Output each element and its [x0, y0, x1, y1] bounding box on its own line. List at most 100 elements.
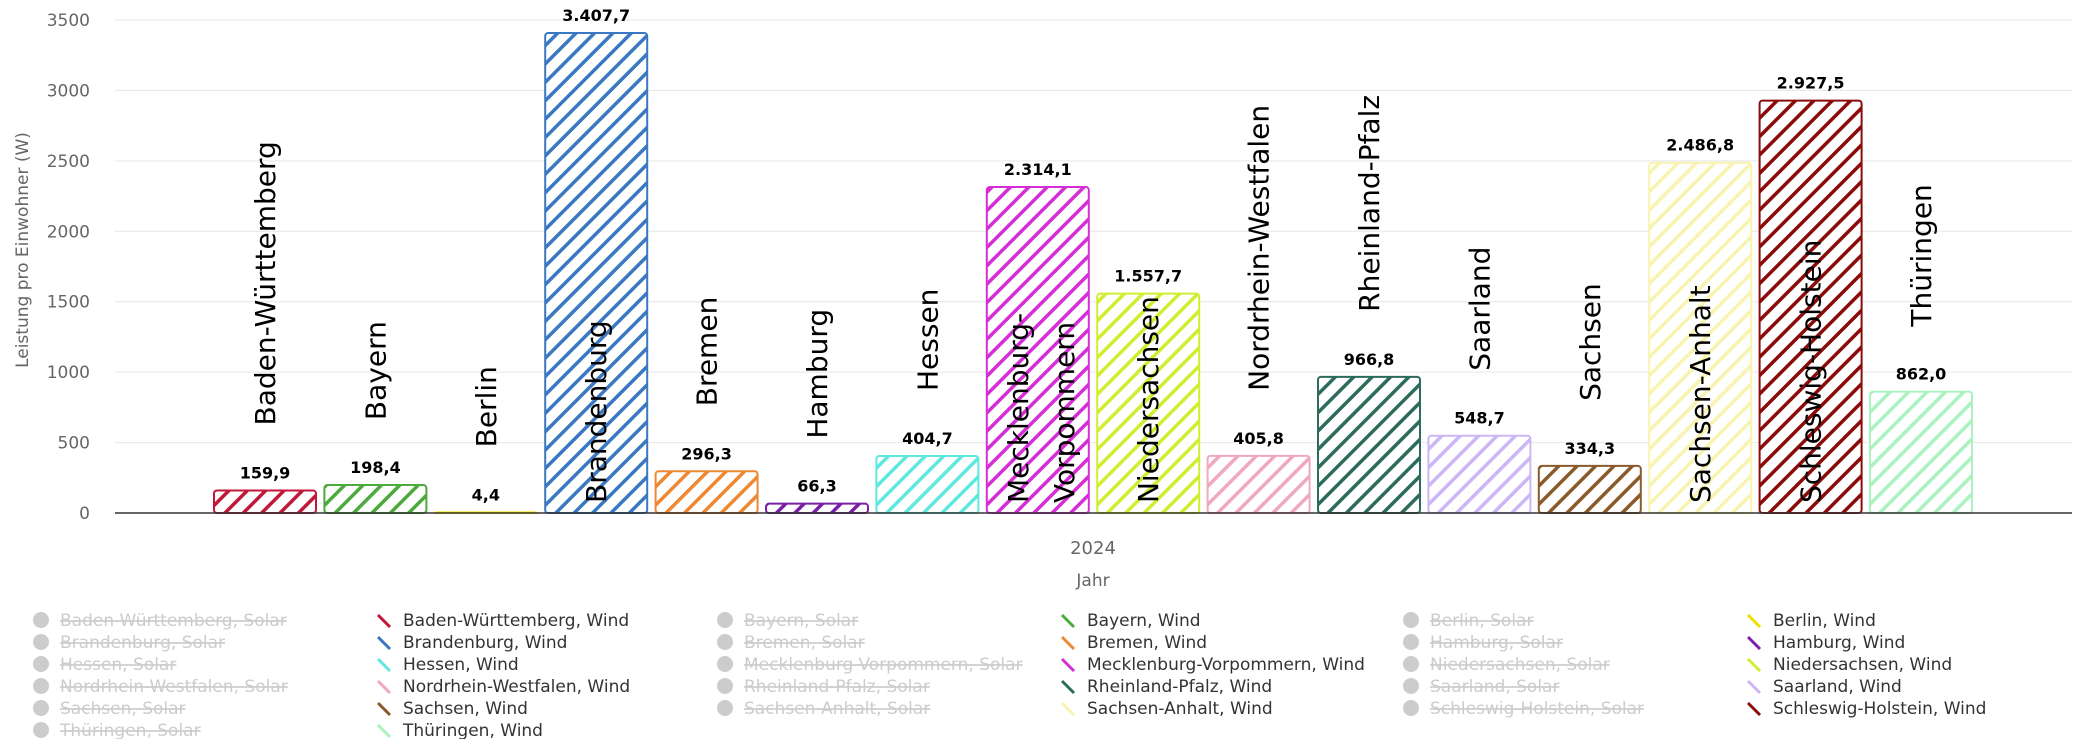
bar-data-label: 548,7	[1454, 409, 1505, 428]
legend-label: Saarland, Wind	[1773, 677, 1902, 697]
legend-item[interactable]: Rheinland-Pfalz, Wind	[1060, 677, 1272, 697]
legend-label: Saarland, Solar	[1430, 677, 1559, 697]
bar[interactable]	[213, 489, 317, 514]
y-axis-title: Leistung pro Einwohner (W)	[13, 132, 33, 368]
legend-label: Thüringen, Wind	[402, 721, 543, 739]
legend-item[interactable]: Brandenburg, Wind	[376, 633, 567, 653]
legend-item[interactable]: Rheinland-Pfalz, Solar	[717, 677, 930, 697]
bar-group: 2.314,1 Mecklenburg- Vorpommern	[985, 160, 1090, 514]
bar-data-label: 3.407,7	[562, 6, 630, 25]
bar[interactable]	[875, 454, 980, 515]
bar-name-label: Hamburg	[801, 309, 834, 439]
legend-item[interactable]: Sachsen, Wind	[376, 699, 528, 719]
y-tick-label: 1500	[47, 293, 90, 313]
bar-name-label: Sachsen-Anhalt	[1684, 285, 1717, 503]
legend-item[interactable]: Baden-Württemberg, Solar	[33, 611, 287, 631]
legend-item[interactable]: Saarland, Wind	[1746, 677, 1902, 697]
legend-label: Hamburg, Solar	[1430, 633, 1563, 653]
legend-item[interactable]: Sachsen, Solar	[33, 699, 186, 719]
bar-name-label: Thüringen	[1905, 184, 1938, 327]
legend-symbol	[1403, 656, 1419, 672]
legend-symbol	[33, 612, 49, 628]
legend-symbol	[717, 634, 733, 650]
bar-name-label: Sachsen	[1574, 283, 1607, 401]
bar-name-label: Berlin	[470, 366, 503, 447]
bar-group: 2.927,5 Schleswig-Holstein	[1758, 74, 1863, 514]
legend-item[interactable]: Nordrhein-Westfalen, Solar	[33, 677, 288, 697]
bar-data-label: 66,3	[797, 477, 836, 496]
legend-item[interactable]: Mecklenburg-Vorpommern, Wind	[1060, 655, 1365, 675]
legend-symbol	[1403, 678, 1419, 694]
legend-item[interactable]: Niedersachsen, Wind	[1746, 655, 1952, 675]
bar-name-label: Niedersachsen	[1132, 296, 1165, 503]
y-tick-label: 3000	[47, 81, 90, 101]
legend-label: Bayern, Wind	[1087, 611, 1201, 631]
legend-item[interactable]: Hamburg, Solar	[1403, 633, 1563, 653]
legend-symbol	[33, 678, 49, 694]
legend-symbol	[376, 701, 392, 717]
legend-label: Baden-Württemberg, Wind	[403, 611, 629, 631]
legend-item[interactable]: Hessen, Solar	[33, 655, 176, 675]
legend-item[interactable]: Nordrhein-Westfalen, Wind	[376, 677, 630, 697]
bar[interactable]	[1427, 434, 1532, 515]
bar-data-label: 966,8	[1344, 350, 1395, 369]
legend-item[interactable]: Bayern, Solar	[717, 611, 858, 631]
legend-item[interactable]: Thüringen, Wind	[376, 721, 543, 739]
legend-label: Schleswig-Holstein, Solar	[1430, 699, 1644, 719]
legend-item[interactable]: Niedersachsen, Solar	[1403, 655, 1610, 675]
legend-label: Hessen, Solar	[60, 655, 176, 675]
legend-item[interactable]: Hamburg, Wind	[1746, 633, 1905, 653]
legend-item[interactable]: Sachsen-Anhalt, Wind	[1060, 699, 1273, 719]
bar-group: 405,8 Nordrhein-Westfalen	[1206, 105, 1311, 515]
legend-item[interactable]: Baden-Württemberg, Wind	[376, 611, 629, 631]
legend-item[interactable]: Hessen, Wind	[376, 655, 519, 675]
bar-group: 862,0 Thüringen	[1869, 184, 1973, 514]
legend-symbol	[1403, 612, 1419, 628]
y-tick-label: 3500	[47, 11, 90, 31]
grid-lines	[115, 19, 2072, 444]
legend-item[interactable]: Schleswig-Holstein, Solar	[1403, 699, 1644, 719]
legend-item[interactable]: Bayern, Wind	[1060, 611, 1201, 631]
bar-group: 2.486,8 Sachsen-Anhalt	[1648, 136, 1753, 514]
legend-item[interactable]: Bremen, Solar	[717, 633, 865, 653]
legend-symbol	[1060, 701, 1076, 717]
legend-symbol	[1403, 700, 1419, 716]
legend-symbol	[1746, 679, 1762, 695]
legend-label: Nordrhein-Westfalen, Solar	[60, 677, 288, 697]
legend-symbol	[1403, 634, 1419, 650]
legend-label: Mecklenburg-Vorpommern, Solar	[744, 655, 1023, 675]
bar-name-label: Nordrhein-Westfalen	[1243, 105, 1276, 391]
legend-label: Schleswig-Holstein, Wind	[1773, 699, 1986, 719]
bar-group: 3.407,7 Brandenburg	[544, 6, 649, 514]
bar-data-label: 2.486,8	[1666, 136, 1734, 155]
legend: Baden-Württemberg, Solar Baden-Württember…	[33, 611, 1986, 739]
legend-symbol	[1060, 613, 1076, 629]
bar-name-label: Schleswig-Holstein	[1795, 240, 1828, 503]
bar[interactable]	[1869, 390, 1973, 514]
legend-item[interactable]: Thüringen, Solar	[33, 721, 201, 739]
legend-item[interactable]: Sachsen-Anhalt, Solar	[717, 699, 930, 719]
legend-item[interactable]: Schleswig-Holstein, Wind	[1746, 699, 1986, 719]
bar[interactable]	[1317, 375, 1421, 514]
legend-item[interactable]: Berlin, Solar	[1403, 611, 1533, 631]
bar[interactable]	[1206, 454, 1311, 515]
legend-item[interactable]: Mecklenburg-Vorpommern, Solar	[717, 655, 1023, 675]
legend-item[interactable]: Saarland, Solar	[1403, 677, 1559, 697]
legend-item[interactable]: Brandenburg, Solar	[33, 633, 225, 653]
legend-symbol	[376, 657, 392, 673]
x-axis-title: Jahr	[1075, 571, 1109, 591]
legend-label: Mecklenburg-Vorpommern, Wind	[1087, 655, 1365, 675]
legend-label: Hessen, Wind	[403, 655, 519, 675]
legend-item[interactable]: Bremen, Wind	[1060, 633, 1207, 653]
legend-symbol	[33, 634, 49, 650]
bar[interactable]	[323, 484, 428, 515]
legend-symbol	[1746, 635, 1762, 651]
bar-group: 4,4 Berlin	[433, 366, 538, 515]
bar[interactable]	[1537, 464, 1642, 515]
bar[interactable]	[654, 470, 759, 515]
legend-symbol	[376, 613, 392, 629]
legend-label: Niedersachsen, Wind	[1773, 655, 1952, 675]
legend-item[interactable]: Berlin, Wind	[1746, 611, 1876, 631]
bar[interactable]	[765, 502, 869, 514]
y-tick-label: 1000	[47, 363, 90, 383]
